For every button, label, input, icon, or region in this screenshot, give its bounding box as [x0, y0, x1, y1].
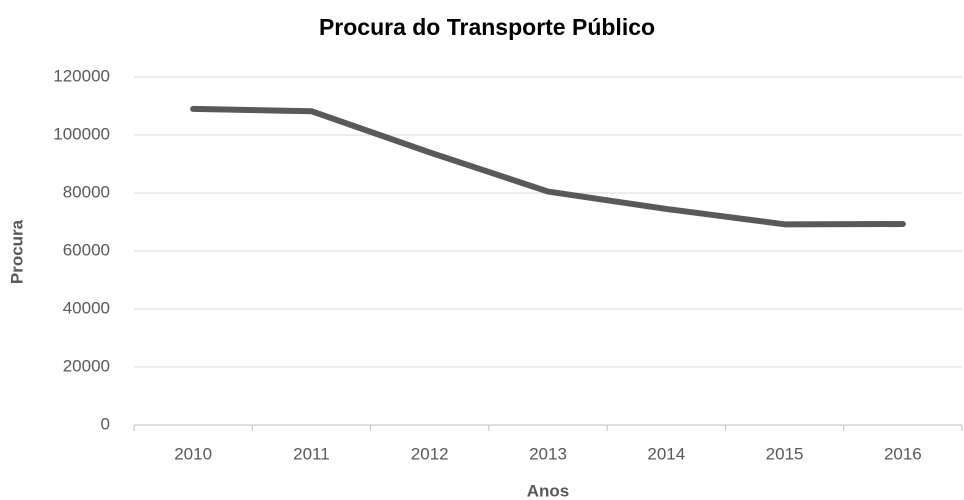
x-tick-label: 2013: [529, 444, 567, 463]
x-tick-label: 2014: [647, 444, 685, 463]
y-tick-label: 80000: [63, 182, 110, 201]
chart-title: Procura do Transporte Público: [319, 14, 655, 40]
x-tick-label: 2011: [293, 444, 330, 463]
y-tick-label: 60000: [63, 240, 110, 259]
x-tick-label: 2012: [411, 444, 449, 463]
y-tick-label: 0: [101, 414, 110, 433]
x-tick-label: 2010: [174, 444, 212, 463]
x-axis-title: Anos: [527, 481, 570, 500]
y-axis-title: Procura: [7, 219, 26, 284]
y-tick-label: 120000: [53, 66, 110, 85]
y-tick-label: 100000: [53, 124, 110, 143]
y-tick-label: 20000: [63, 356, 110, 375]
x-tick-label: 2015: [766, 444, 804, 463]
data-line: [190, 105, 906, 228]
x-tick-label: 2016: [884, 444, 922, 463]
y-tick-label: 40000: [63, 298, 110, 317]
